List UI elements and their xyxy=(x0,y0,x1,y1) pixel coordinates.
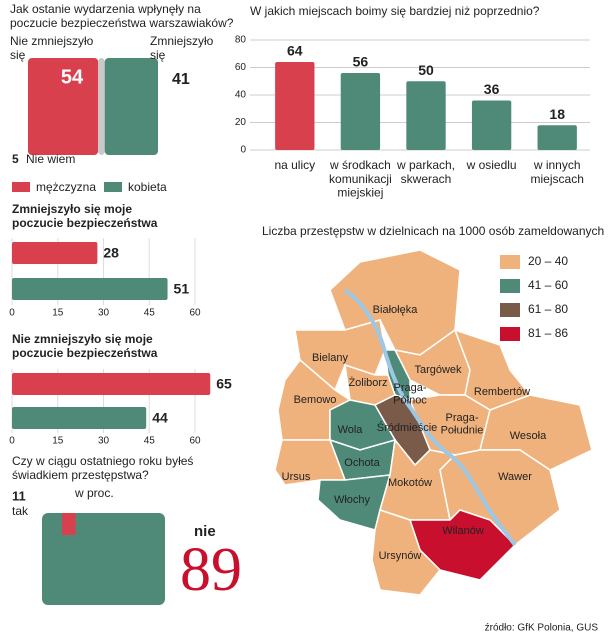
segment xyxy=(104,58,158,155)
x-tick-label: 15 xyxy=(52,308,64,319)
bar xyxy=(275,62,315,150)
bar xyxy=(12,242,98,264)
value-label: 5 xyxy=(12,152,19,166)
value-label: 36 xyxy=(484,81,500,97)
x-tick-label: 15 xyxy=(52,436,64,447)
bar xyxy=(406,81,446,150)
legend-label: 61 – 80 xyxy=(528,302,568,316)
legend-label: 20 – 40 xyxy=(528,254,568,268)
district-label: Wesoła xyxy=(510,430,547,442)
x-tick-label: 45 xyxy=(144,308,156,319)
bar xyxy=(12,407,147,429)
y-tick-label: 0 xyxy=(240,145,246,156)
segment xyxy=(98,58,105,155)
x-tick-label: w innych miejscach xyxy=(531,158,584,186)
category-label: nie xyxy=(194,523,216,540)
segment xyxy=(62,513,76,535)
legend-label: 41 – 60 xyxy=(528,278,568,292)
x-tick-label: 0 xyxy=(9,436,15,447)
district-label: Wawer xyxy=(498,471,532,483)
value-label: 89 xyxy=(180,536,242,604)
barh-title: Zmniejszyło się moje poczucie bezpieczeńs… xyxy=(12,202,158,230)
x-tick-label: 30 xyxy=(98,308,110,319)
district-label: Bemowo xyxy=(294,394,337,406)
x-tick-label: 60 xyxy=(189,308,201,319)
source: źródło: GfK Polonia, GUS xyxy=(485,623,599,634)
x-tick-label: 0 xyxy=(9,308,15,319)
district-label: Ursus xyxy=(282,471,311,483)
value-label: 51 xyxy=(174,281,190,297)
x-tick-label: w osiedlu xyxy=(466,158,517,172)
bar-title: W jakich miejscach boimy się bardziej ni… xyxy=(250,4,540,18)
district-label: Targówek xyxy=(414,364,462,376)
map-title: Liczba przestępstw w dzielnicach na 1000… xyxy=(262,224,604,238)
district-label: Wola xyxy=(338,424,364,436)
legend-swatch xyxy=(12,182,30,192)
value-label: 44 xyxy=(152,410,168,426)
value-label: 56 xyxy=(353,54,369,70)
legend-swatch xyxy=(104,182,122,192)
legend-swatch xyxy=(500,327,520,341)
district-label: Mokotów xyxy=(388,477,432,489)
value-label: 54 xyxy=(61,66,84,88)
legend-swatch xyxy=(500,279,520,293)
barh-title: Nie zmniejszyło się moje poczucie bezpiec… xyxy=(12,332,158,360)
y-tick-label: 80 xyxy=(235,35,247,46)
legend-label: 81 – 86 xyxy=(528,326,568,340)
y-tick-label: 20 xyxy=(235,117,247,128)
pie-title: Jak ostanie wydarzenia wpłynęły na poczuc… xyxy=(10,2,234,30)
bar xyxy=(471,100,512,150)
category-label: Nie zmniejszyło się xyxy=(10,34,94,62)
category-label: Zmniejszyło się xyxy=(150,34,214,62)
segment xyxy=(42,513,165,605)
bar xyxy=(12,373,211,395)
district-label: Białołęka xyxy=(373,304,419,316)
pie-subtitle: w proc. xyxy=(74,486,114,500)
district-label: Włochy xyxy=(334,494,371,506)
x-tick-label: na ulicy xyxy=(274,158,315,172)
district-label: Ochota xyxy=(344,457,380,469)
category-label: Nie wiem xyxy=(26,152,75,166)
legend-swatch xyxy=(500,303,520,317)
y-tick-label: 60 xyxy=(235,62,247,73)
district-label: Wilanów xyxy=(442,525,484,537)
district-label: Bielany xyxy=(312,352,349,364)
district xyxy=(371,509,442,596)
legend-label: mężczyzna xyxy=(36,180,96,194)
district-label: Żoliborz xyxy=(348,376,387,389)
value-label: 18 xyxy=(549,106,565,122)
district-label: Śródmieście xyxy=(377,421,438,434)
x-tick-label: w parkach, skwerach xyxy=(396,158,455,186)
district-label: Praga-Południe xyxy=(441,412,484,437)
value-label: 50 xyxy=(418,62,434,78)
district-label: Rembertów xyxy=(474,386,530,398)
district-label: Praga-Północ xyxy=(393,382,427,407)
value-label: 64 xyxy=(287,43,303,59)
value-label: 65 xyxy=(216,376,232,392)
bar xyxy=(537,125,577,150)
legend-label: kobieta xyxy=(128,180,167,194)
value-label: 28 xyxy=(103,245,119,261)
bar xyxy=(340,73,381,150)
x-tick-label: 45 xyxy=(144,436,156,447)
value-label: 11 xyxy=(12,488,26,503)
category-label: tak xyxy=(12,504,29,518)
x-tick-label: 60 xyxy=(189,436,201,447)
pie-title: Czy w ciągu ostatniego roku byłeś świadki… xyxy=(12,454,193,482)
district-label: Ursynów xyxy=(379,550,422,562)
bar xyxy=(12,278,168,300)
x-tick-label: w środkach komunikacji miejskiej xyxy=(329,158,392,200)
x-tick-label: 30 xyxy=(98,436,110,447)
river xyxy=(343,288,517,547)
segment xyxy=(28,58,99,155)
y-tick-label: 40 xyxy=(235,90,247,101)
legend-swatch xyxy=(500,255,520,269)
value-label: 41 xyxy=(172,71,190,88)
